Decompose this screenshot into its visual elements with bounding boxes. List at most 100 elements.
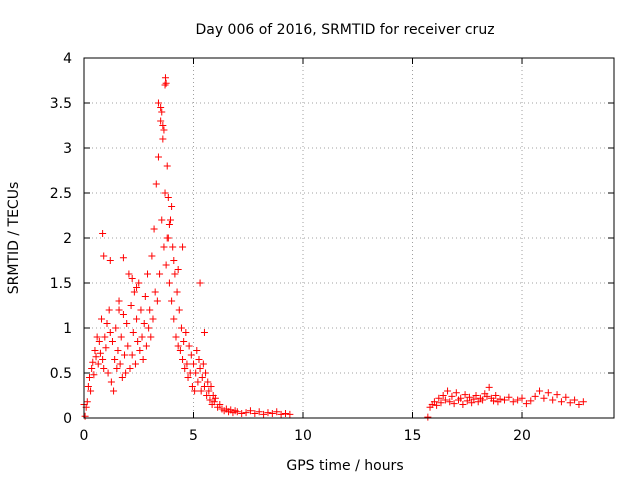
data-point: [204, 378, 212, 386]
data-point: [90, 371, 98, 379]
data-point: [536, 387, 544, 395]
data-point: [128, 351, 136, 359]
data-point: [160, 126, 168, 134]
y-axis-label: SRMTID / TECUs: [6, 182, 22, 295]
data-point: [102, 344, 110, 352]
y-tick-label: 1.5: [50, 276, 72, 292]
data-point: [190, 360, 198, 368]
data-point: [127, 302, 135, 309]
data-point: [116, 360, 124, 368]
data-point: [562, 393, 570, 401]
data-point: [122, 369, 130, 377]
data-point: [96, 349, 104, 357]
data-point: [479, 396, 487, 404]
data-point: [140, 320, 148, 327]
data-point: [115, 297, 123, 305]
x-tick-label: 10: [294, 428, 312, 444]
data-point: [472, 392, 480, 399]
data-point: [557, 398, 565, 406]
data-point: [156, 270, 164, 278]
data-point: [135, 279, 143, 287]
data-point: [197, 387, 205, 395]
data-point: [121, 351, 129, 359]
data-point: [470, 395, 478, 403]
data-point: [110, 387, 118, 395]
data-point: [124, 342, 132, 350]
data-point: [145, 324, 153, 332]
data-point: [175, 306, 183, 314]
data-point: [233, 408, 241, 416]
data-point: [158, 216, 166, 224]
data-point: [199, 360, 207, 368]
data-point: [505, 393, 513, 401]
data-point: [176, 347, 184, 354]
data-point: [95, 338, 103, 345]
data-point: [106, 257, 114, 264]
data-point: [150, 225, 158, 233]
data-point: [549, 396, 557, 404]
data-point: [84, 383, 92, 390]
data-point: [119, 311, 127, 318]
data-point: [111, 356, 119, 363]
data-point: [424, 413, 432, 421]
data-point: [92, 353, 100, 361]
data-point: [106, 329, 114, 336]
data-point: [242, 409, 250, 417]
data-point: [180, 338, 188, 345]
data-point: [147, 333, 155, 341]
data-point: [138, 333, 146, 341]
data-point: [125, 270, 133, 278]
data-point: [104, 369, 112, 377]
data-point: [126, 365, 134, 372]
data-point: [207, 383, 215, 390]
chart-title: Day 006 of 2016, SRMTID for receiver cru…: [195, 22, 494, 38]
data-point: [211, 394, 219, 402]
data-point: [509, 398, 517, 406]
data-point: [268, 410, 276, 417]
data-point: [152, 180, 160, 188]
data-point: [134, 338, 142, 345]
data-point: [522, 400, 530, 408]
data-point: [83, 398, 91, 406]
data-point: [101, 333, 109, 341]
data-point: [168, 203, 176, 210]
data-point: [146, 306, 154, 314]
data-point: [149, 315, 157, 323]
data-point: [191, 387, 199, 395]
data-point: [148, 252, 156, 260]
data-point: [518, 394, 526, 402]
data-point: [168, 297, 176, 305]
data-point: [123, 320, 131, 327]
data-point: [108, 338, 116, 345]
data-point: [157, 104, 165, 111]
data-point: [169, 243, 177, 251]
y-tick-label: 0: [63, 411, 72, 427]
data-point: [154, 153, 162, 161]
data-point: [117, 333, 125, 341]
data-point: [162, 79, 170, 87]
data-point: [531, 392, 539, 400]
data-point: [198, 374, 206, 381]
data-point: [115, 306, 123, 314]
data-point: [159, 135, 167, 143]
data-point: [159, 122, 167, 129]
data-point: [448, 392, 456, 400]
x-tick-label: 5: [189, 428, 198, 444]
data-point: [85, 374, 93, 381]
y-tick-label: 0.5: [50, 366, 72, 382]
data-point: [87, 387, 95, 395]
data-point: [485, 383, 493, 391]
data-point: [184, 374, 192, 381]
data-point: [157, 117, 165, 125]
y-tick-label: 2.5: [50, 186, 72, 202]
y-tick-label: 1: [63, 321, 72, 337]
data-point: [540, 394, 548, 402]
data-point: [93, 333, 101, 341]
data-point: [100, 252, 108, 260]
x-tick-label: 15: [404, 428, 422, 444]
data-point: [131, 360, 139, 368]
data-point: [167, 216, 175, 224]
data-point: [113, 365, 121, 372]
data-point: [200, 383, 208, 390]
data-point: [264, 409, 272, 417]
